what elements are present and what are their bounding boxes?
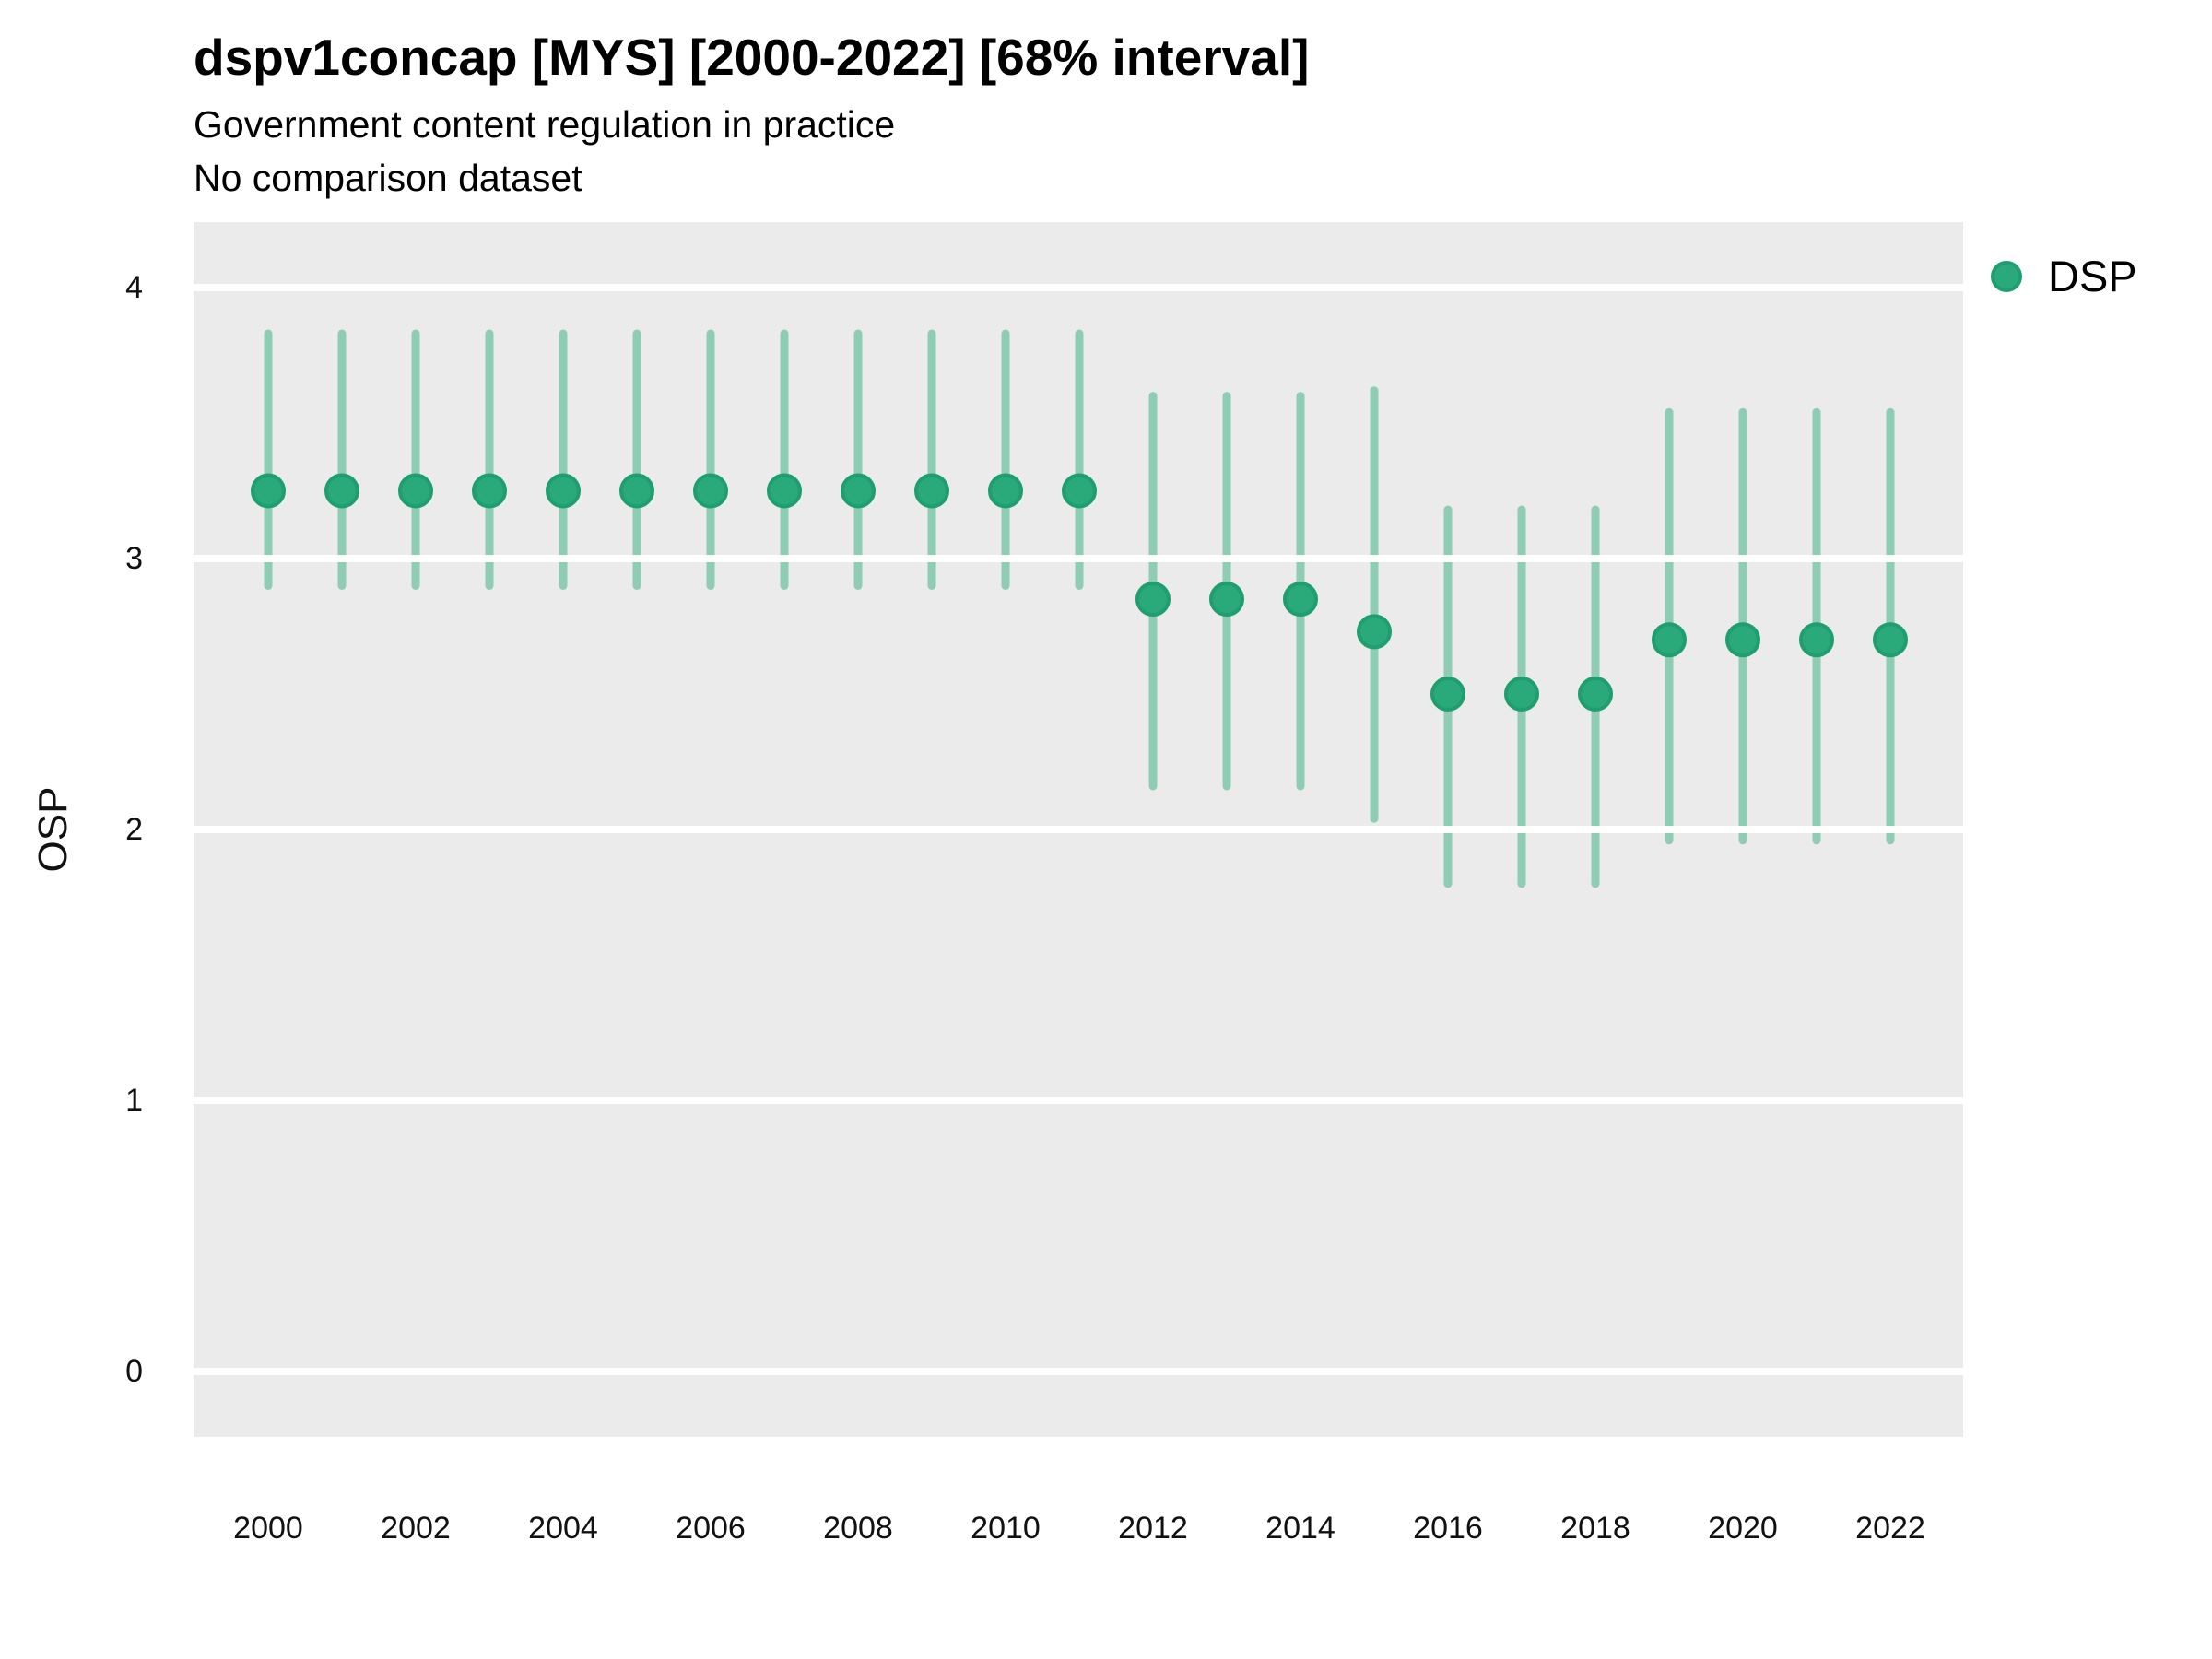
data-point-2019: [1652, 622, 1687, 658]
gridline-y-3: [194, 555, 1963, 562]
x-tick-label-2012: 2012: [1118, 1511, 1188, 1546]
legend-label: DSP: [2048, 252, 2137, 300]
x-tick-label-2008: 2008: [823, 1511, 893, 1546]
page-title: dspv1concap [MYS] [2000-2022] [68% inter…: [194, 29, 1310, 86]
legend-point-icon: [1991, 261, 2022, 292]
y-tick-label-1: 1: [125, 1083, 143, 1118]
data-point-2022: [1873, 622, 1908, 658]
gridline-y-1: [194, 1097, 1963, 1104]
data-point-2014: [1283, 582, 1318, 618]
data-point-2013: [1209, 582, 1244, 618]
data-point-2000: [251, 473, 286, 509]
x-tick-label-2002: 2002: [381, 1511, 451, 1546]
comparison-note: No comparison dataset: [194, 157, 582, 199]
data-point-2005: [619, 473, 654, 509]
legend: DSP: [1991, 249, 2212, 304]
y-tick-label-4: 4: [125, 270, 143, 305]
x-tick-label-2020: 2020: [1708, 1511, 1778, 1546]
data-point-2012: [1135, 582, 1171, 618]
x-tick-label-2000: 2000: [233, 1511, 303, 1546]
data-point-2006: [693, 473, 728, 509]
x-tick-label-2014: 2014: [1265, 1511, 1335, 1546]
data-point-2001: [324, 473, 359, 509]
y-tick-label-0: 0: [125, 1354, 143, 1389]
gridline-y-4: [194, 284, 1963, 291]
gridline-y-0: [194, 1368, 1963, 1375]
x-tick-label-2010: 2010: [971, 1511, 1041, 1546]
data-point-2002: [398, 473, 433, 509]
pointrange-layer: [251, 329, 1908, 888]
page-subtitle: Government content regulation in practic…: [194, 103, 896, 146]
gridline-y-2: [194, 826, 1963, 833]
x-tick-label-2006: 2006: [676, 1511, 746, 1546]
data-point-2017: [1504, 677, 1539, 712]
data-point-2018: [1578, 677, 1613, 712]
x-tick-label-2018: 2018: [1560, 1511, 1630, 1546]
data-point-2007: [767, 473, 802, 509]
plot-panel: [194, 222, 1963, 1437]
data-point-2015: [1357, 614, 1392, 650]
data-point-2003: [472, 473, 507, 509]
data-point-2009: [914, 473, 949, 509]
x-tick-label-2004: 2004: [528, 1511, 598, 1546]
x-tick-label-2016: 2016: [1413, 1511, 1483, 1546]
data-point-2004: [546, 473, 581, 509]
data-point-2020: [1725, 622, 1760, 658]
data-point-2016: [1430, 677, 1465, 712]
y-tick-label-2: 2: [125, 812, 143, 847]
x-tick-label-2022: 2022: [1855, 1511, 1925, 1546]
data-point-2008: [841, 473, 876, 509]
data-point-2011: [1062, 473, 1097, 509]
data-point-2021: [1799, 622, 1834, 658]
y-tick-label-3: 3: [125, 541, 143, 576]
data-point-2010: [988, 473, 1023, 509]
